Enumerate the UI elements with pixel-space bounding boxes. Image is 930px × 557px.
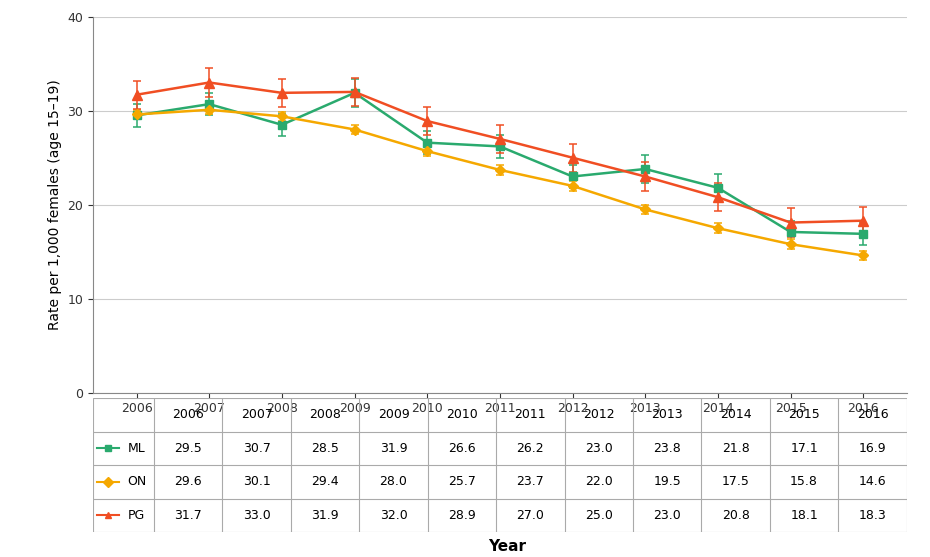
Text: 2012: 2012 <box>583 408 615 422</box>
Text: 23.8: 23.8 <box>654 442 681 455</box>
Text: 17.5: 17.5 <box>722 475 750 488</box>
Text: 2016: 2016 <box>857 408 888 422</box>
Text: 20.8: 20.8 <box>722 509 750 522</box>
Text: 23.0: 23.0 <box>585 442 613 455</box>
Text: 28.9: 28.9 <box>448 509 476 522</box>
Text: ON: ON <box>127 475 147 488</box>
Text: 26.2: 26.2 <box>516 442 544 455</box>
Text: 33.0: 33.0 <box>243 509 271 522</box>
Text: 16.9: 16.9 <box>858 442 886 455</box>
Text: 2008: 2008 <box>309 408 341 422</box>
Text: 31.7: 31.7 <box>174 509 202 522</box>
Text: 2010: 2010 <box>446 408 478 422</box>
Text: 15.8: 15.8 <box>790 475 818 488</box>
Text: 17.1: 17.1 <box>790 442 818 455</box>
Y-axis label: Rate per 1,000 females (age 15–19): Rate per 1,000 females (age 15–19) <box>47 79 62 330</box>
Text: 2015: 2015 <box>789 408 820 422</box>
Text: 22.0: 22.0 <box>585 475 613 488</box>
Text: 2006: 2006 <box>172 408 204 422</box>
Text: 29.5: 29.5 <box>174 442 202 455</box>
Text: 14.6: 14.6 <box>858 475 886 488</box>
Text: 2011: 2011 <box>514 408 546 422</box>
Text: 31.9: 31.9 <box>379 442 407 455</box>
Text: 26.6: 26.6 <box>448 442 476 455</box>
Text: 2009: 2009 <box>378 408 409 422</box>
Text: ML: ML <box>127 442 145 455</box>
Text: PG: PG <box>127 509 145 522</box>
Text: 32.0: 32.0 <box>379 509 407 522</box>
Text: 28.5: 28.5 <box>312 442 339 455</box>
Text: 27.0: 27.0 <box>516 509 544 522</box>
Text: 31.9: 31.9 <box>312 509 339 522</box>
Text: 21.8: 21.8 <box>722 442 750 455</box>
Text: 28.0: 28.0 <box>379 475 407 488</box>
Text: Year: Year <box>488 539 525 554</box>
Text: 23.7: 23.7 <box>516 475 544 488</box>
Text: 30.7: 30.7 <box>243 442 271 455</box>
Text: 2007: 2007 <box>241 408 272 422</box>
Text: 25.7: 25.7 <box>448 475 476 488</box>
Text: 18.3: 18.3 <box>858 509 886 522</box>
Text: 2014: 2014 <box>720 408 751 422</box>
Text: 29.4: 29.4 <box>312 475 339 488</box>
Text: 18.1: 18.1 <box>790 509 818 522</box>
Text: 2013: 2013 <box>651 408 683 422</box>
Text: 23.0: 23.0 <box>654 509 681 522</box>
Text: 30.1: 30.1 <box>243 475 271 488</box>
Text: 19.5: 19.5 <box>654 475 681 488</box>
Text: 25.0: 25.0 <box>585 509 613 522</box>
Text: 29.6: 29.6 <box>175 475 202 488</box>
